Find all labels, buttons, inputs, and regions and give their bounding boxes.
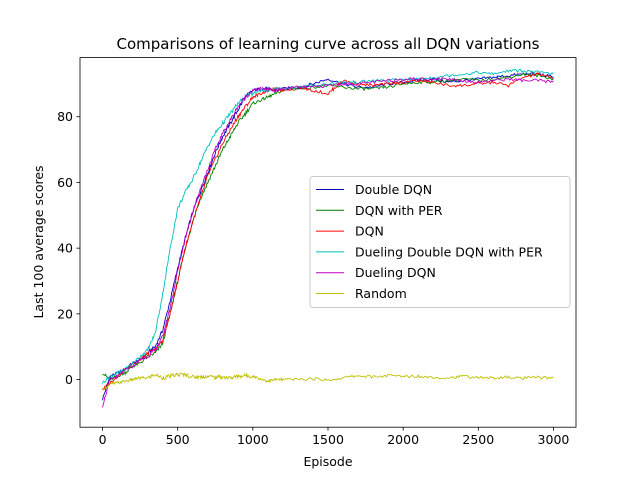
series-layer (102, 68, 554, 408)
y-axis-title: Last 100 average scores (31, 165, 46, 318)
y-tick-label: 20 (57, 306, 73, 321)
legend-label: Random (355, 286, 407, 301)
y-tick-label: 60 (57, 175, 73, 190)
x-tick-label: 1500 (312, 432, 344, 447)
legend-label: Double DQN (355, 182, 432, 197)
legend: Double DQN DQN with PER DQN Dueling Double … (309, 176, 571, 308)
legend-label: DQN with PER (355, 203, 443, 218)
series-line-dueling-dqn (102, 77, 554, 408)
x-tick-label: 2000 (387, 432, 419, 447)
y-tick-label: 80 (57, 109, 73, 124)
chart-title: Comparisons of learning curve across all… (116, 35, 539, 53)
y-axis: 0 20 40 60 80 (57, 109, 80, 387)
x-tick-label: 3000 (538, 432, 570, 447)
legend-label: Dueling Double DQN with PER (355, 244, 543, 259)
y-tick-label: 40 (57, 241, 73, 256)
y-tick-label: 0 (65, 372, 73, 387)
x-tick-label: 0 (99, 432, 107, 447)
legend-label: DQN (355, 224, 384, 239)
x-axis: 0 500 1000 1500 2000 2500 3000 (99, 427, 570, 447)
x-axis-title: Episode (303, 454, 352, 469)
legend-box (309, 176, 571, 308)
series-line-random (102, 372, 554, 391)
series-line-dueling-double-dqn-with-per (102, 68, 554, 384)
x-tick-label: 1000 (237, 432, 269, 447)
legend-label: Dueling DQN (355, 265, 436, 280)
x-tick-label: 500 (166, 432, 190, 447)
x-tick-label: 2500 (462, 432, 494, 447)
